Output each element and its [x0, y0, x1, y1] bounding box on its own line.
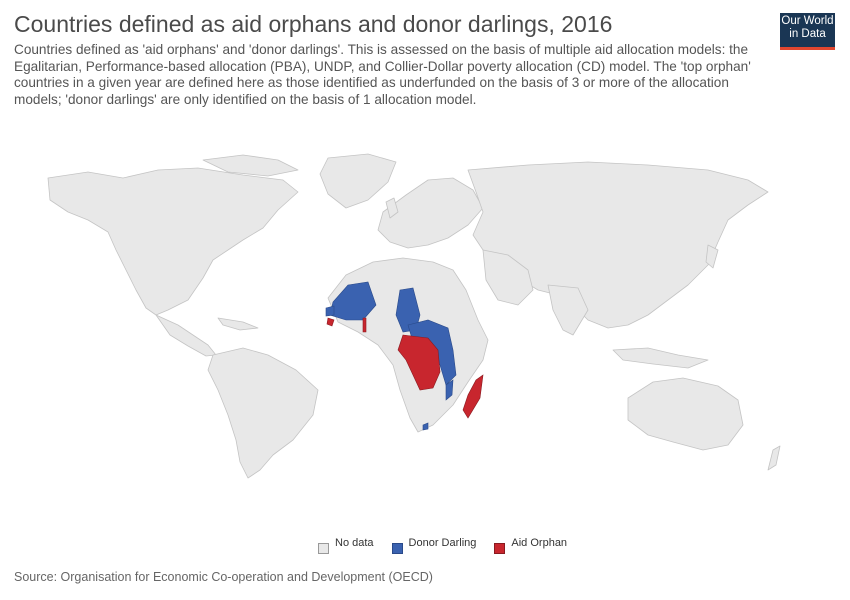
legend-swatch-no-data	[318, 542, 329, 554]
mozambique-donor-darling	[445, 379, 454, 401]
uk-shape	[385, 197, 399, 219]
legend-swatch-donor-darling	[391, 542, 403, 554]
owid-logo[interactable]: Our World in Data	[780, 13, 835, 50]
caribbean-shape	[217, 317, 259, 331]
logo-accent-bar	[780, 47, 835, 50]
india-shape	[547, 284, 589, 336]
arabia-shape	[482, 249, 534, 306]
world-map	[47, 153, 781, 479]
chart-header: Countries defined as aid orphans and don…	[14, 10, 764, 108]
source-note: Source: Organisation for Economic Co-ope…	[14, 570, 433, 584]
legend-label-no-data: No data	[335, 537, 374, 549]
logo-line-1: Our World	[781, 15, 834, 27]
swaziland-donor-darling	[422, 422, 429, 431]
mali-donor-darling	[329, 281, 377, 321]
europe-shape	[377, 177, 484, 249]
map-legend: No data Donor Darling Aid Orphan	[318, 537, 585, 554]
japan-shape	[705, 244, 719, 269]
central-america-shape	[155, 314, 217, 357]
legend-item-aid-orphan[interactable]: Aid Orphan	[494, 537, 568, 554]
chart-subtitle: Countries defined as 'aid orphans' and '…	[14, 42, 751, 107]
indonesia-shape	[612, 347, 709, 369]
madagascar-aid-orphan	[462, 374, 484, 419]
togo-aid-orphan	[362, 317, 367, 333]
chart-title: Countries defined as aid orphans and don…	[14, 11, 613, 37]
north-america-shape	[47, 167, 299, 316]
logo-line-2: in Data	[789, 28, 826, 40]
legend-item-donor-darling[interactable]: Donor Darling	[391, 537, 477, 554]
legend-label-aid-orphan: Aid Orphan	[511, 537, 568, 549]
guinea-aid-orphan	[326, 317, 335, 327]
australia-shape	[627, 377, 744, 451]
legend-swatch-aid-orphan	[494, 542, 506, 554]
drc-aid-orphan	[397, 334, 441, 391]
legend-item-no-data[interactable]: No data	[318, 537, 374, 554]
legend-label-donor-darling: Donor Darling	[408, 537, 477, 549]
south-america-shape	[207, 347, 319, 479]
new-zealand-shape	[767, 445, 781, 471]
senegal-donor-darling	[325, 305, 335, 317]
greenland-shape	[319, 153, 397, 209]
arctic-islands-shape	[202, 154, 299, 177]
